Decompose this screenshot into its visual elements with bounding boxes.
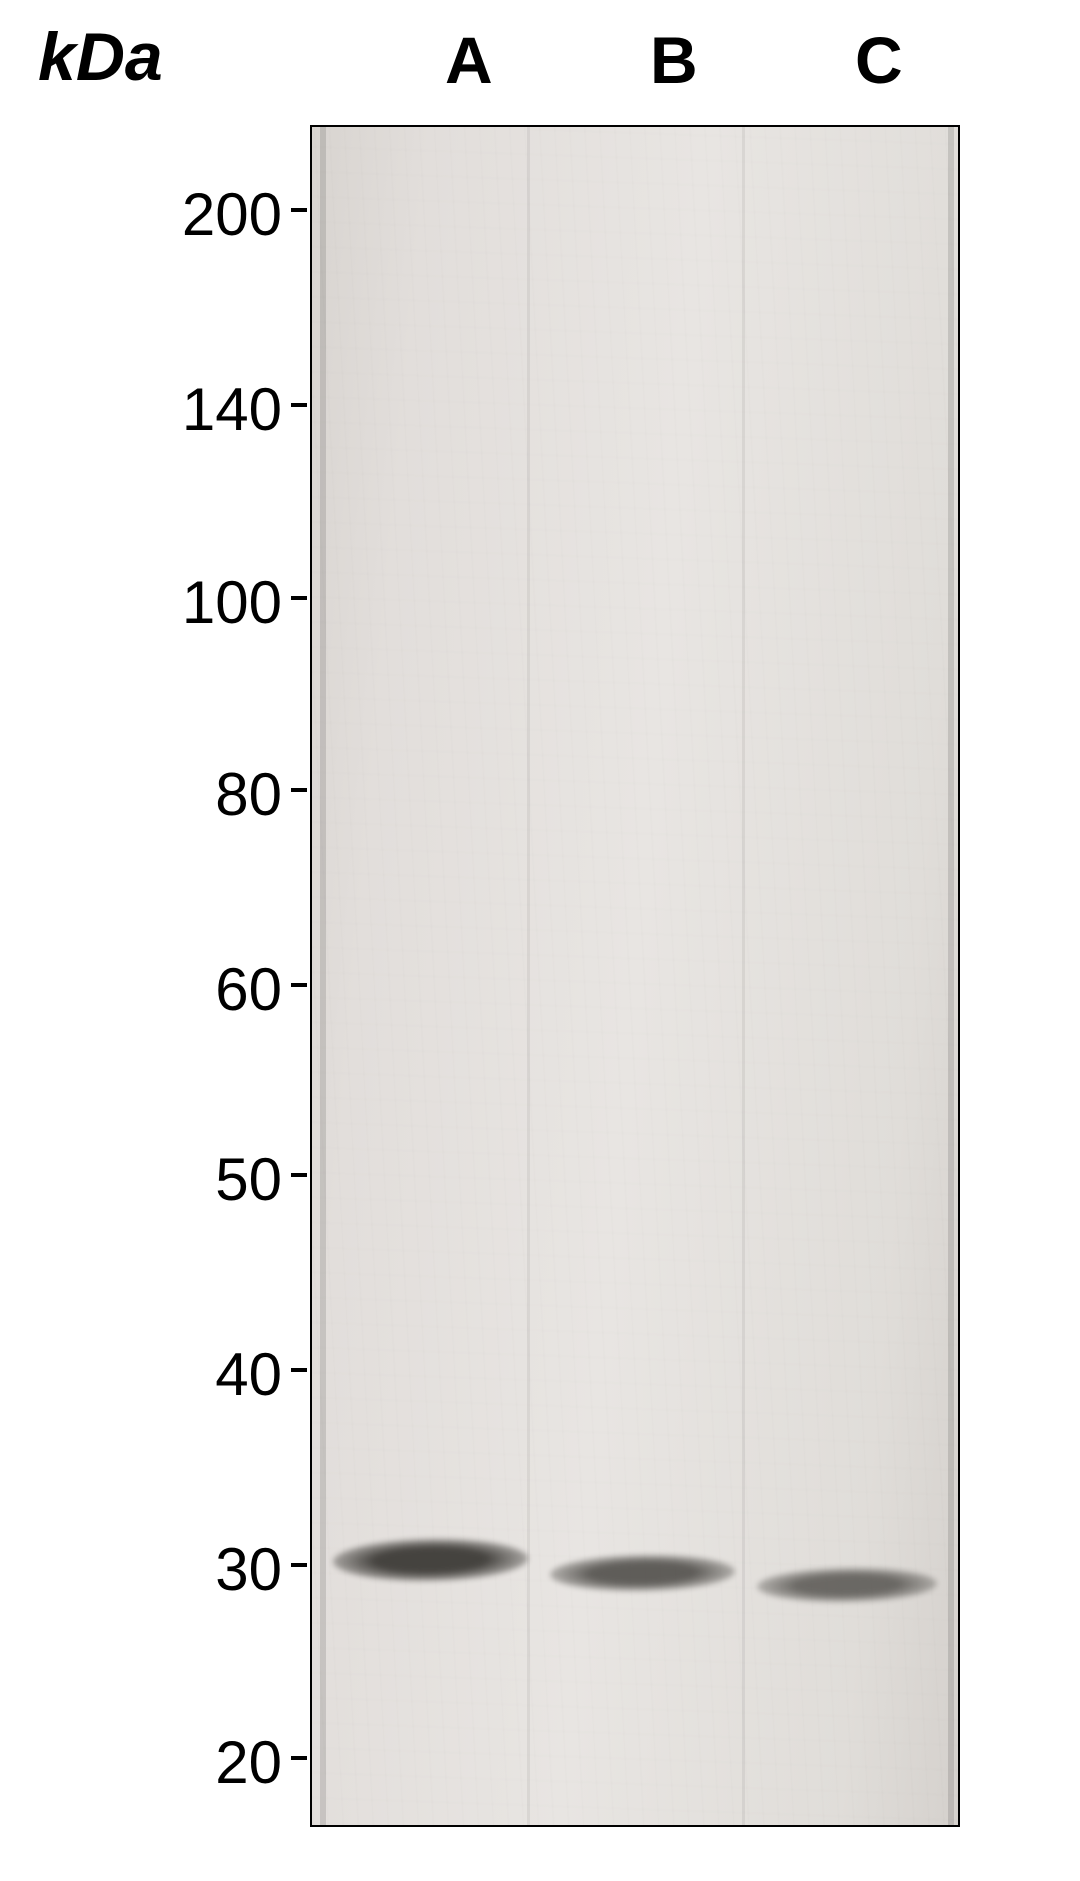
lane-label-a: A	[445, 22, 493, 98]
tick-mark-1	[291, 403, 307, 407]
tick-mark-0	[291, 208, 307, 212]
tick-label-50: 50	[142, 1145, 282, 1214]
lane-label-c: C	[855, 22, 903, 98]
edge-right	[948, 127, 954, 1825]
tick-mark-3	[291, 788, 307, 792]
tick-label-80: 80	[142, 760, 282, 829]
y-axis-title-text: kDa	[38, 19, 163, 95]
tick-mark-2	[291, 596, 307, 600]
lane-boundary-2	[742, 127, 745, 1825]
tick-label-40: 40	[142, 1340, 282, 1409]
western-blot-figure: kDa A B C 200 140 100 80 60 50 40 30 20	[0, 0, 1080, 1881]
lane-boundary-1	[527, 127, 530, 1825]
tick-mark-7	[291, 1563, 307, 1567]
tick-label-100: 100	[142, 568, 282, 637]
blot-membrane	[310, 125, 960, 1827]
lane-label-b: B	[650, 22, 698, 98]
tick-label-140: 140	[142, 375, 282, 444]
tick-mark-4	[291, 983, 307, 987]
tick-mark-6	[291, 1368, 307, 1372]
tick-mark-8	[291, 1756, 307, 1760]
tick-label-20: 20	[142, 1728, 282, 1797]
edge-left	[320, 127, 326, 1825]
y-axis-title: kDa	[38, 18, 163, 96]
tick-label-60: 60	[142, 955, 282, 1024]
tick-mark-5	[291, 1173, 307, 1177]
tick-label-30: 30	[142, 1535, 282, 1604]
tick-label-200: 200	[142, 180, 282, 249]
